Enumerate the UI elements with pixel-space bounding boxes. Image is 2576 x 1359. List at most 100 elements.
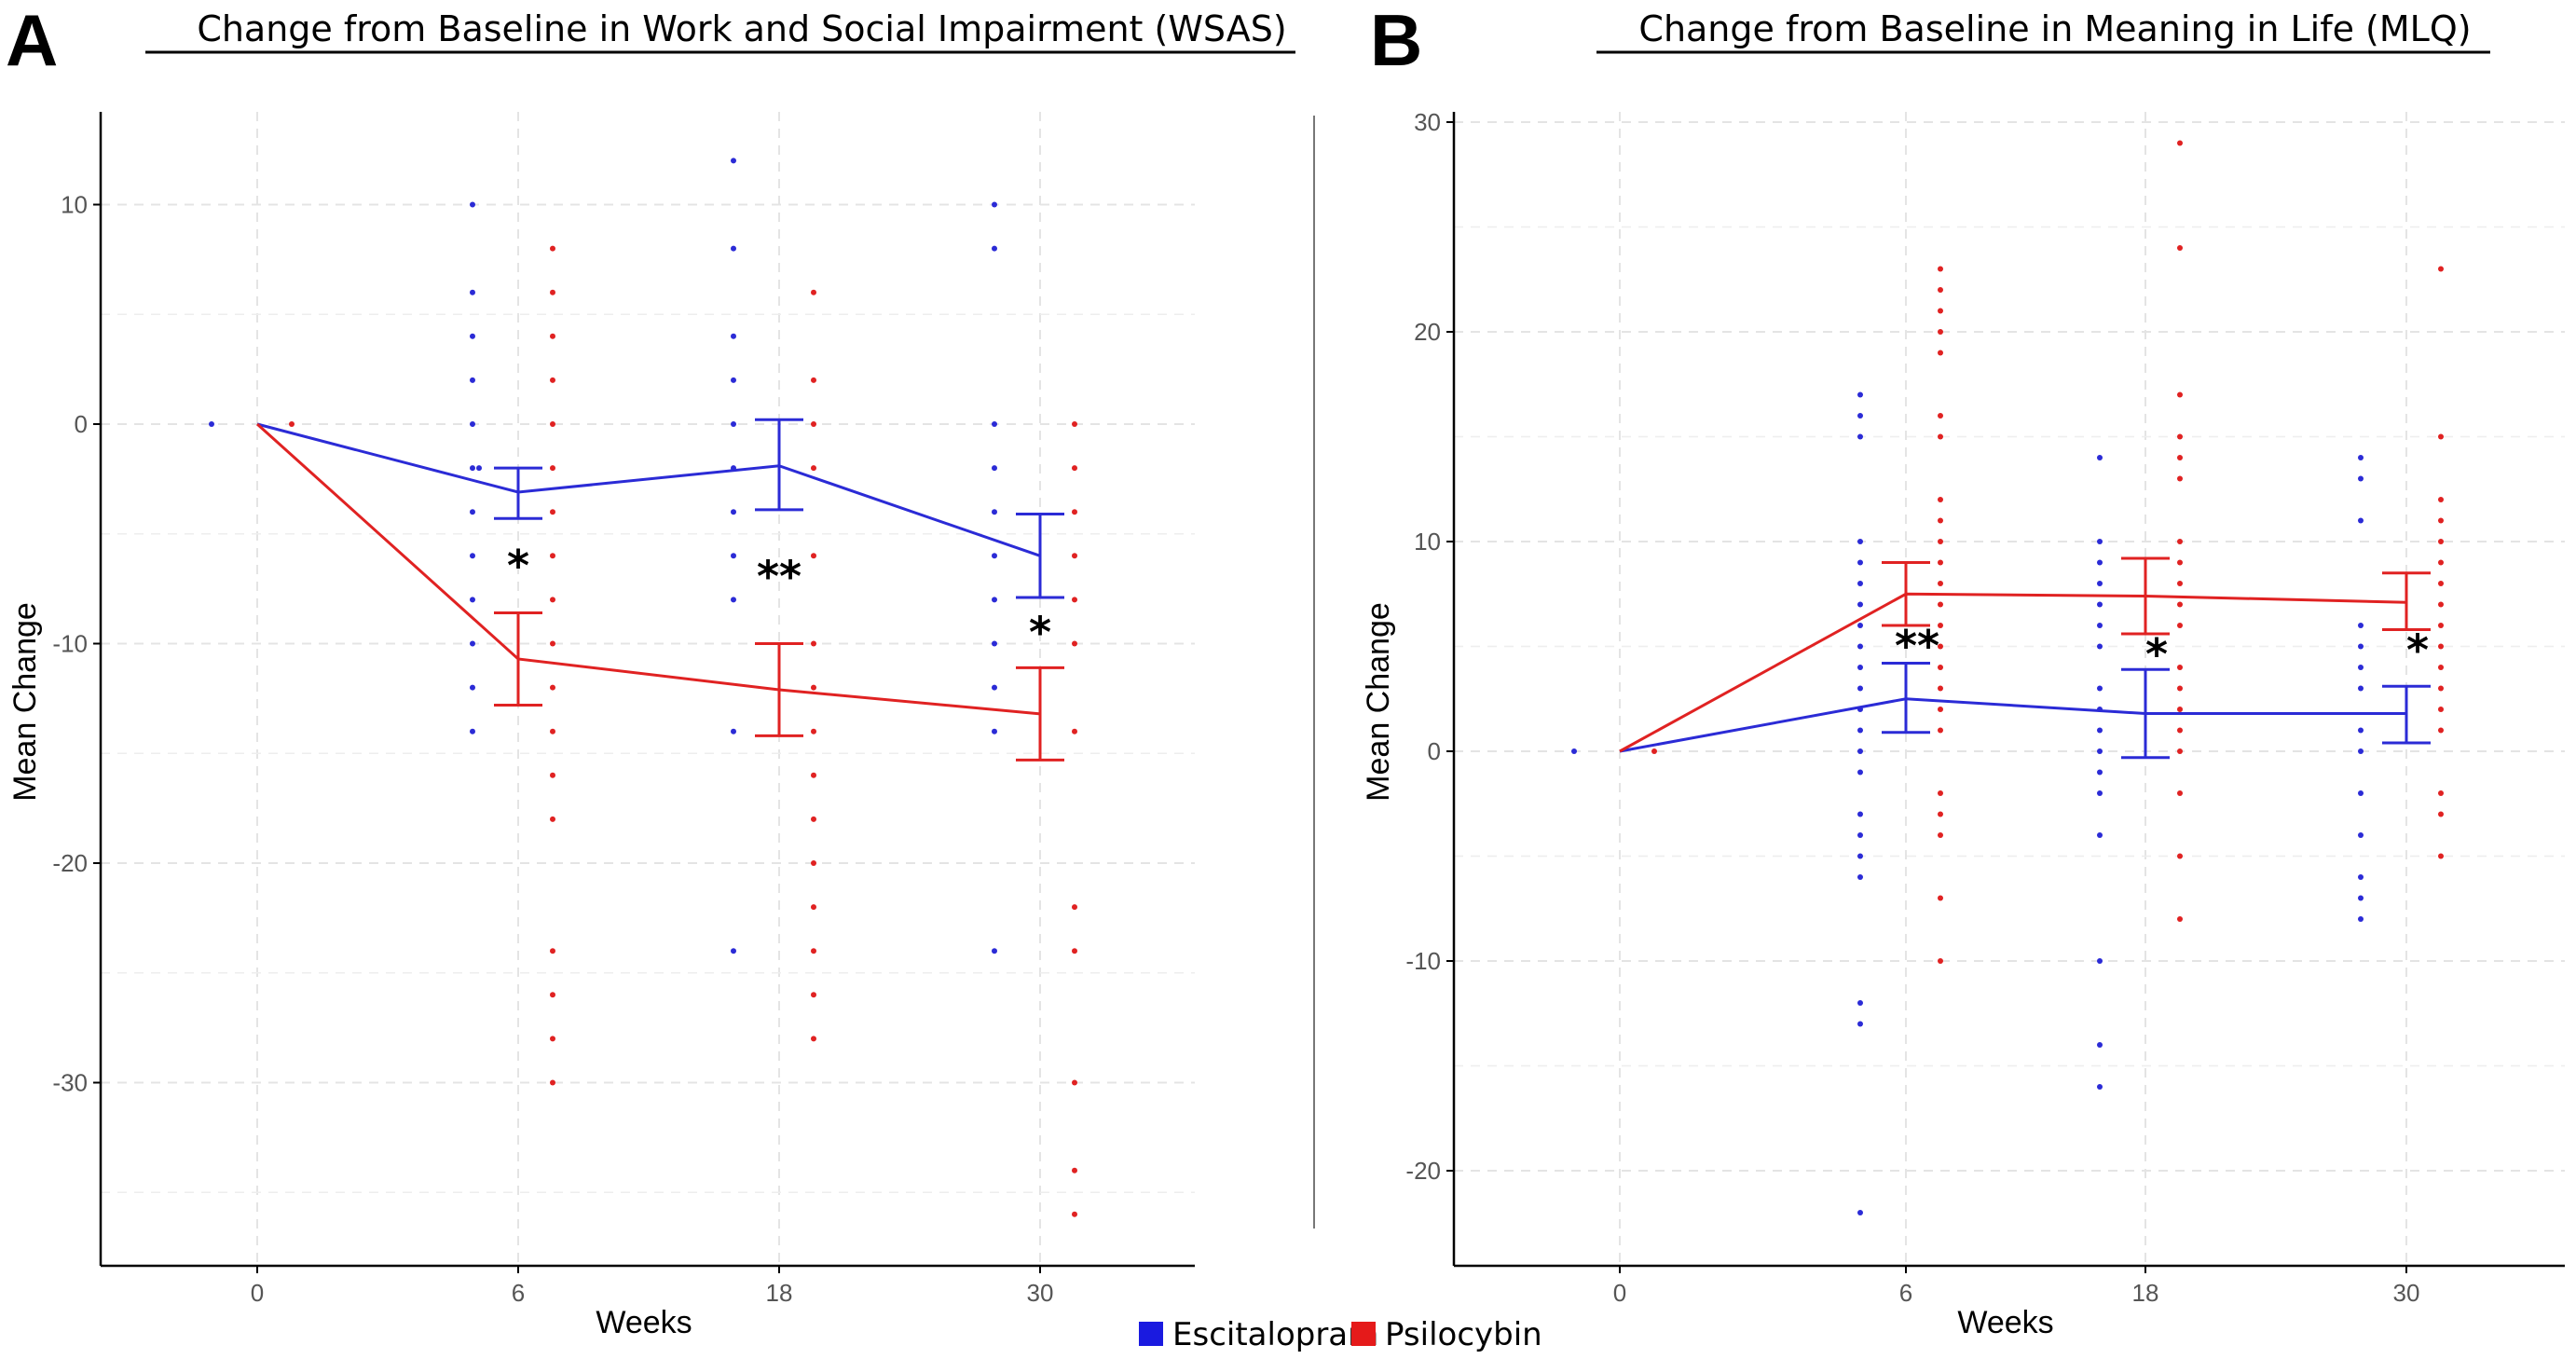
data-point-psilocybin	[550, 948, 555, 954]
data-point-psilocybin	[2177, 748, 2183, 754]
data-point-psilocybin	[2177, 140, 2183, 146]
data-point-psilocybin	[2177, 916, 2183, 922]
data-point-escitalopram	[2358, 790, 2364, 796]
data-point-escitalopram	[2358, 517, 2364, 524]
data-point-psilocybin	[1072, 1211, 1077, 1217]
data-point-escitalopram	[1857, 1000, 1863, 1006]
data-point-psilocybin	[1938, 497, 1943, 502]
data-point-psilocybin	[2438, 581, 2444, 586]
data-point-psilocybin	[2177, 601, 2183, 608]
data-point-escitalopram	[1857, 413, 1863, 419]
data-point-psilocybin	[2438, 727, 2444, 734]
data-point-escitalopram	[470, 509, 475, 515]
data-point-psilocybin	[550, 509, 555, 515]
data-point-psilocybin	[1072, 1079, 1077, 1086]
data-point-psilocybin	[1072, 553, 1077, 559]
x-tick-label: 0	[251, 1279, 264, 1307]
data-point-psilocybin	[811, 816, 816, 822]
data-point-escitalopram	[1857, 811, 1863, 817]
data-point-psilocybin	[1938, 517, 1943, 524]
data-point-escitalopram	[2097, 748, 2103, 754]
data-point-escitalopram	[731, 421, 736, 427]
data-point-escitalopram	[731, 553, 736, 559]
data-point-psilocybin	[2177, 581, 2183, 586]
data-point-escitalopram	[2097, 685, 2103, 692]
data-point-psilocybin	[1938, 559, 1943, 566]
x-tick-label: 18	[2132, 1279, 2159, 1307]
data-point-escitalopram	[2097, 539, 2103, 544]
data-point-escitalopram	[470, 377, 475, 383]
panel-letter-b: B	[1370, 0, 1422, 81]
data-point-escitalopram	[2358, 623, 2364, 628]
legend-swatch-psilocybin	[1351, 1322, 1376, 1346]
y-tick-label: 0	[75, 410, 88, 438]
data-point-escitalopram	[731, 728, 736, 734]
data-point-psilocybin	[2438, 601, 2444, 608]
data-point-psilocybin	[2438, 266, 2444, 272]
data-point-psilocybin	[550, 333, 555, 339]
data-point-psilocybin	[1938, 581, 1943, 586]
legend-swatch-escitalopram	[1139, 1322, 1163, 1346]
data-point-escitalopram	[2097, 455, 2103, 460]
panel-a-title: Change from Baseline in Work and Social …	[197, 8, 1286, 49]
data-point-psilocybin	[2177, 559, 2183, 566]
data-point-escitalopram	[2097, 958, 2103, 964]
x-axis-title: Weeks	[1957, 1305, 2053, 1340]
data-point-escitalopram	[2358, 475, 2364, 482]
data-point-psilocybin	[1072, 421, 1077, 427]
data-point-escitalopram	[992, 728, 997, 734]
data-point-escitalopram	[1857, 727, 1863, 734]
data-point-psilocybin	[550, 377, 555, 383]
data-point-psilocybin	[2177, 727, 2183, 734]
data-point-escitalopram	[1857, 623, 1863, 628]
data-point-psilocybin	[1072, 640, 1077, 647]
data-point-psilocybin	[1938, 623, 1943, 628]
data-point-escitalopram	[2097, 1042, 2103, 1048]
data-point-escitalopram	[731, 158, 736, 164]
data-point-psilocybin	[550, 1079, 555, 1086]
data-point-escitalopram	[1857, 665, 1863, 670]
data-point-escitalopram	[992, 948, 997, 954]
data-point-psilocybin	[811, 772, 816, 778]
x-tick-label: 18	[766, 1279, 793, 1307]
data-point-escitalopram	[1857, 1210, 1863, 1215]
data-point-psilocybin	[1938, 958, 1943, 964]
x-axis-title: Weeks	[596, 1305, 692, 1340]
y-axis-title: Mean Change	[1361, 602, 1396, 802]
data-point-escitalopram	[2358, 895, 2364, 901]
x-tick-label: 6	[512, 1279, 525, 1307]
data-point-psilocybin	[811, 728, 816, 734]
data-point-escitalopram	[1857, 581, 1863, 586]
data-point-escitalopram	[1857, 643, 1863, 650]
data-point-psilocybin	[550, 772, 555, 778]
data-point-escitalopram	[470, 684, 475, 691]
data-point-escitalopram	[1857, 391, 1863, 398]
data-point-psilocybin	[2177, 455, 2183, 460]
data-point-psilocybin	[1938, 413, 1943, 419]
data-point-escitalopram	[470, 333, 475, 339]
data-point-psilocybin	[2177, 475, 2183, 482]
data-point-psilocybin	[1938, 308, 1943, 314]
data-point-psilocybin	[2438, 790, 2444, 796]
data-point-escitalopram	[1857, 748, 1863, 754]
data-point-psilocybin	[1938, 433, 1943, 440]
data-point-escitalopram	[1857, 559, 1863, 566]
data-point-psilocybin	[1072, 728, 1077, 734]
data-point-psilocybin	[2177, 853, 2183, 859]
data-point-psilocybin	[2438, 433, 2444, 440]
data-point-psilocybin	[811, 421, 816, 427]
y-tick-label: 10	[1414, 528, 1441, 556]
data-point-psilocybin	[550, 465, 555, 472]
data-point-psilocybin	[2438, 811, 2444, 817]
data-point-escitalopram	[2097, 790, 2103, 796]
data-point-escitalopram	[470, 553, 475, 559]
x-tick-label: 6	[1899, 1279, 1912, 1307]
data-point-escitalopram	[992, 201, 997, 208]
data-point-psilocybin	[1651, 748, 1657, 754]
data-point-psilocybin	[1938, 643, 1943, 650]
y-tick-label: 0	[1428, 737, 1441, 765]
data-point-escitalopram	[1857, 769, 1863, 776]
significance-marker: **	[1895, 621, 1939, 671]
data-point-psilocybin	[2438, 623, 2444, 628]
